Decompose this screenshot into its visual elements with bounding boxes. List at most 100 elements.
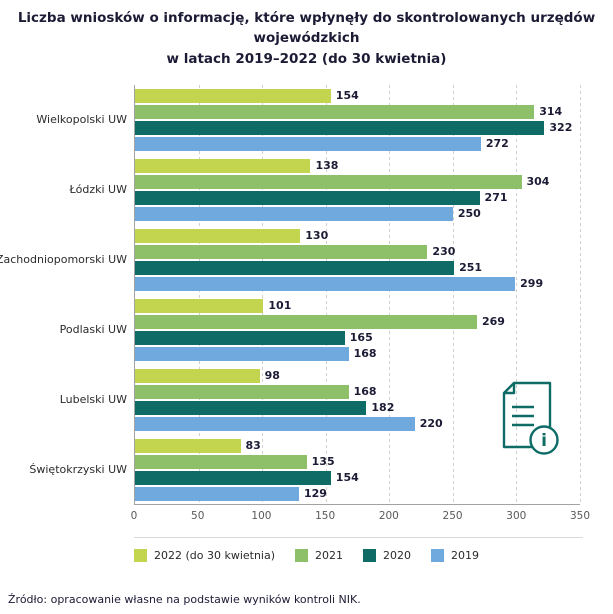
bar-value-label: 98 <box>264 369 280 383</box>
bar <box>135 368 260 383</box>
category-label: Świętokrzyski UW <box>29 463 127 477</box>
bar-group: 83 135 154 129 <box>135 435 580 505</box>
gridline <box>452 84 454 504</box>
bar <box>135 438 241 453</box>
bar-value-label: 129 <box>304 487 327 501</box>
chart-title-line1: Liczba wniosków o informację, które wpły… <box>17 10 596 47</box>
legend-label: 2022 (do 30 kwietnia) <box>153 548 276 562</box>
bar <box>135 384 349 399</box>
legend: 2022 (do 30 kwietnia) 2021 2020 2019 <box>0 548 613 562</box>
bar <box>135 416 415 431</box>
bar-value-label: 130 <box>305 229 329 243</box>
bar-row: 101 <box>135 298 580 313</box>
bar-value-label: 168 <box>353 385 377 399</box>
category-label: Wielkopolski UW <box>36 113 127 127</box>
bar <box>135 206 453 221</box>
bar-value-label: 154 <box>335 89 359 103</box>
x-axis: 0 50 100 150 200 250 300 350 <box>130 505 590 523</box>
bar <box>135 298 264 313</box>
bar-row: 165 <box>135 330 580 345</box>
x-tick-label: 0 <box>130 509 138 522</box>
bar-value-label: 251 <box>459 261 483 275</box>
bar <box>135 454 307 469</box>
bar <box>135 104 535 119</box>
bar-value-label: 299 <box>520 277 544 291</box>
bar-value-label: 269 <box>482 315 505 329</box>
x-tick-label: 150 <box>315 509 336 522</box>
gridline <box>516 84 518 504</box>
bar-row: 168 <box>135 346 580 361</box>
bar-value-label: 271 <box>484 191 508 205</box>
bar <box>135 136 481 151</box>
bar-value-label: 165 <box>349 331 373 345</box>
category-label: Łódzki UW <box>69 183 127 197</box>
bar-row: 129 <box>135 486 580 501</box>
x-tick-label: 200 <box>378 509 399 522</box>
gridline <box>262 84 264 504</box>
bar-row: 304 <box>135 174 580 189</box>
legend-item: 2021 <box>295 548 344 562</box>
category-label: Lubelski UW <box>59 393 127 407</box>
bar-group: 98 168 182 220 <box>135 365 580 435</box>
bar-value-label: 322 <box>549 121 573 135</box>
bar <box>135 400 367 415</box>
bar-row: 272 <box>135 136 580 151</box>
bar-row: 314 <box>135 104 580 119</box>
bar-value-label: 304 <box>526 175 550 189</box>
bar-row: 220 <box>135 416 580 431</box>
x-tick-label: 50 <box>191 509 205 522</box>
legend-item: 2019 <box>431 548 480 562</box>
legend-label: 2020 <box>383 548 412 562</box>
bar <box>135 190 480 205</box>
bar-group: 138 304 271 250 <box>135 155 580 225</box>
source-note: Źródło: opracowanie własne na podstawie … <box>8 593 361 606</box>
document-info-icon: i <box>494 377 566 469</box>
bar <box>135 260 455 275</box>
gridline <box>325 84 327 504</box>
bar-group: 154 314 322 272 <box>135 85 580 155</box>
legend-swatch <box>431 548 445 562</box>
bar-row: 230 <box>135 244 580 259</box>
gridline <box>198 84 200 504</box>
legend-label: 2021 <box>315 548 344 562</box>
bar-value-label: 154 <box>335 471 359 485</box>
bar <box>135 158 311 173</box>
x-tick-label: 100 <box>251 509 272 522</box>
bar-value-label: 138 <box>315 159 339 173</box>
bar-row: 251 <box>135 260 580 275</box>
bar-value-label: 314 <box>539 105 563 119</box>
bar-row: 130 <box>135 228 580 243</box>
bar-value-label: 272 <box>485 137 509 151</box>
legend-swatch <box>363 548 377 562</box>
bar <box>135 486 299 501</box>
bar-group: 101 269 165 168 <box>135 295 580 365</box>
chart-body: Wielkopolski UW Łódzki UW Zachodniopomorsk… <box>0 84 613 505</box>
x-tick-label: 350 <box>569 509 591 522</box>
bar-value-label: 135 <box>311 455 335 469</box>
category-labels: Wielkopolski UW Łódzki UW Zachodniopomorsk… <box>0 85 134 505</box>
x-tick-label: 250 <box>442 509 463 522</box>
gridline <box>580 84 581 504</box>
bar <box>135 228 301 243</box>
bar-value-label: 220 <box>419 417 443 431</box>
bar-row: 271 <box>135 190 580 205</box>
bar-row: 182 <box>135 400 580 415</box>
chart-title-line2: w latach 2019–2022 (do 30 kwietnia) <box>166 50 447 67</box>
bar <box>135 314 477 329</box>
bar-row: 322 <box>135 120 580 135</box>
info-glyph: i <box>541 431 547 451</box>
bar <box>135 88 331 103</box>
bar-row: 299 <box>135 276 580 291</box>
bar <box>135 120 545 135</box>
bar-row: 138 <box>135 158 580 173</box>
bar-value-label: 101 <box>268 299 292 313</box>
category-label: Zachodniopomorski UW <box>0 253 127 267</box>
category-label: Podlaski UW <box>59 323 127 337</box>
bar-value-label: 182 <box>371 401 395 415</box>
legend-separator <box>134 536 583 538</box>
legend-label: 2019 <box>451 548 480 562</box>
bar-row: 135 <box>135 454 580 469</box>
bar-row: 83 <box>135 438 580 453</box>
bar-group: 130 230 251 299 <box>135 225 580 295</box>
